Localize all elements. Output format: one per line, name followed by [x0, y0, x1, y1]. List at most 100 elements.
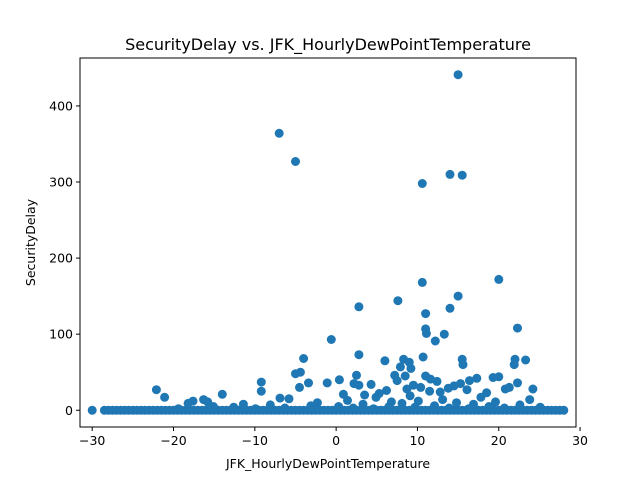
data-point-62	[528, 384, 538, 394]
x-tick-label: −10	[242, 433, 268, 448]
data-point-40	[472, 373, 482, 383]
data-point-31	[406, 363, 416, 373]
x-tick-label: 0	[332, 433, 340, 448]
data-point-65	[382, 386, 391, 395]
data-point-3	[445, 169, 455, 179]
data-point-7	[417, 277, 427, 287]
plot-frame	[79, 57, 577, 428]
data-point-49	[513, 378, 522, 388]
data-point-107	[348, 403, 358, 413]
data-point-63	[462, 385, 472, 395]
zero-point-114	[559, 405, 569, 415]
data-point-43	[465, 376, 474, 386]
x-tick-label: −30	[79, 433, 105, 448]
data-point-29	[509, 360, 519, 370]
data-point-91	[183, 398, 193, 408]
data-point-47	[304, 378, 313, 388]
chart-title: SecurityDelay vs. JFK_HourlyDewPointTemp…	[125, 35, 531, 55]
data-point-44	[392, 376, 402, 386]
data-point-109	[444, 403, 454, 413]
data-point-83	[343, 395, 352, 405]
data-point-56	[295, 382, 304, 392]
data-point-111	[173, 404, 183, 414]
data-point-99	[306, 401, 316, 411]
data-point-98	[430, 401, 439, 411]
x-tick-label: 30	[572, 433, 588, 448]
data-point-75	[160, 392, 170, 402]
data-point-74	[405, 391, 415, 401]
data-point-37	[400, 371, 410, 381]
data-point-48	[322, 378, 332, 388]
points-layer	[87, 70, 569, 415]
data-point-19	[354, 350, 364, 360]
data-point-102	[384, 402, 394, 411]
data-point-26	[380, 356, 390, 366]
data-point-25	[521, 355, 531, 365]
data-point-76	[476, 392, 486, 402]
x-axis: −30 −20 −10 0 10 20 30	[79, 427, 588, 448]
data-point-53	[354, 380, 364, 390]
x-tick-label: 20	[491, 433, 507, 448]
data-point-94	[358, 399, 368, 409]
data-point-97	[265, 400, 275, 410]
data-point-113	[251, 404, 261, 414]
data-point-45	[432, 376, 442, 386]
data-point-77	[371, 392, 381, 402]
data-point-67	[425, 386, 435, 396]
data-point-57	[416, 382, 426, 392]
data-point-0	[453, 70, 463, 80]
y-tick-label: 200	[49, 251, 73, 266]
data-point-110	[499, 403, 509, 413]
x-tick-label: 10	[409, 433, 425, 448]
data-point-10	[354, 302, 364, 312]
data-point-114	[464, 404, 474, 414]
data-point-1	[274, 128, 284, 138]
x-axis-label: JFK_HourlyDewPointTemperature	[225, 456, 430, 471]
y-axis-label: SecurityDelay	[23, 198, 38, 286]
data-point-79	[284, 394, 294, 404]
data-point-106	[410, 402, 420, 412]
data-point-34	[352, 370, 361, 380]
data-point-9	[393, 296, 403, 306]
y-tick-label: 100	[49, 327, 73, 342]
zero-point-0	[87, 405, 97, 415]
x-tick-label: −20	[160, 433, 186, 448]
data-point-112	[369, 404, 378, 414]
data-point-108	[280, 403, 290, 413]
data-point-96	[515, 400, 525, 410]
data-point-54	[408, 380, 418, 390]
data-point-46	[256, 377, 266, 387]
data-point-93	[238, 399, 248, 409]
data-point-61	[500, 384, 510, 394]
data-point-30	[395, 362, 405, 372]
data-point-33	[291, 369, 300, 379]
data-point-39	[488, 373, 498, 382]
data-point-15	[421, 328, 431, 338]
data-point-64	[151, 385, 161, 395]
data-point-101	[484, 402, 494, 411]
data-point-103	[208, 402, 218, 411]
data-point-28	[458, 360, 468, 370]
data-point-2	[291, 157, 300, 166]
data-point-105	[229, 402, 239, 412]
data-point-71	[217, 389, 227, 399]
data-point-13	[513, 323, 522, 333]
data-point-21	[299, 354, 309, 363]
data-point-52	[366, 379, 376, 389]
data-point-18	[430, 336, 440, 346]
y-tick-label: 0	[65, 403, 73, 418]
data-point-8	[453, 291, 463, 301]
data-point-100	[334, 402, 344, 411]
data-point-66	[256, 386, 266, 396]
data-point-4	[457, 170, 467, 180]
y-tick-label: 300	[49, 175, 73, 190]
data-point-6	[494, 274, 504, 284]
data-point-68	[435, 387, 445, 397]
data-point-59	[443, 383, 453, 393]
data-point-92	[397, 398, 407, 408]
data-point-73	[360, 390, 370, 400]
data-point-80	[438, 395, 448, 405]
data-point-11	[445, 303, 455, 313]
data-point-81	[525, 395, 535, 405]
